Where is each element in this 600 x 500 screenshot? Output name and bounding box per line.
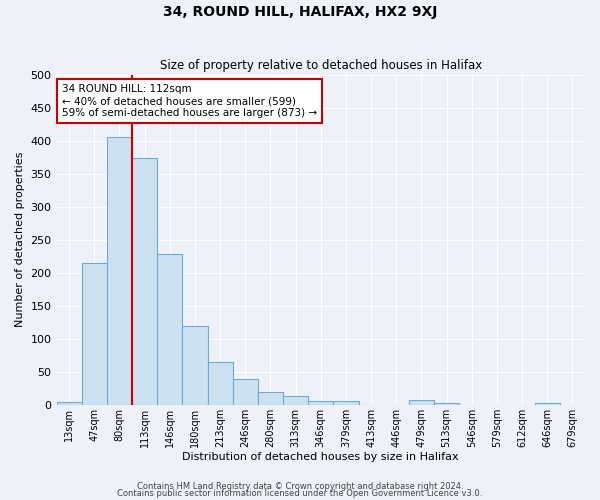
Bar xyxy=(434,403,459,405)
Bar xyxy=(182,326,208,405)
Bar xyxy=(56,402,82,405)
Bar xyxy=(258,392,283,405)
X-axis label: Distribution of detached houses by size in Halifax: Distribution of detached houses by size … xyxy=(182,452,459,462)
Title: Size of property relative to detached houses in Halifax: Size of property relative to detached ho… xyxy=(160,59,482,72)
Bar xyxy=(535,403,560,405)
Bar xyxy=(233,379,258,405)
Bar xyxy=(409,400,434,405)
Bar xyxy=(308,402,334,405)
Text: Contains public sector information licensed under the Open Government Licence v3: Contains public sector information licen… xyxy=(118,489,482,498)
Bar xyxy=(107,136,132,405)
Text: 34, ROUND HILL, HALIFAX, HX2 9XJ: 34, ROUND HILL, HALIFAX, HX2 9XJ xyxy=(163,5,437,19)
Y-axis label: Number of detached properties: Number of detached properties xyxy=(15,152,25,328)
Text: 34 ROUND HILL: 112sqm
← 40% of detached houses are smaller (599)
59% of semi-det: 34 ROUND HILL: 112sqm ← 40% of detached … xyxy=(62,84,317,117)
Text: Contains HM Land Registry data © Crown copyright and database right 2024.: Contains HM Land Registry data © Crown c… xyxy=(137,482,463,491)
Bar xyxy=(208,362,233,405)
Bar xyxy=(82,264,107,405)
Bar xyxy=(283,396,308,405)
Bar xyxy=(157,254,182,405)
Bar xyxy=(334,401,359,405)
Bar xyxy=(132,158,157,405)
